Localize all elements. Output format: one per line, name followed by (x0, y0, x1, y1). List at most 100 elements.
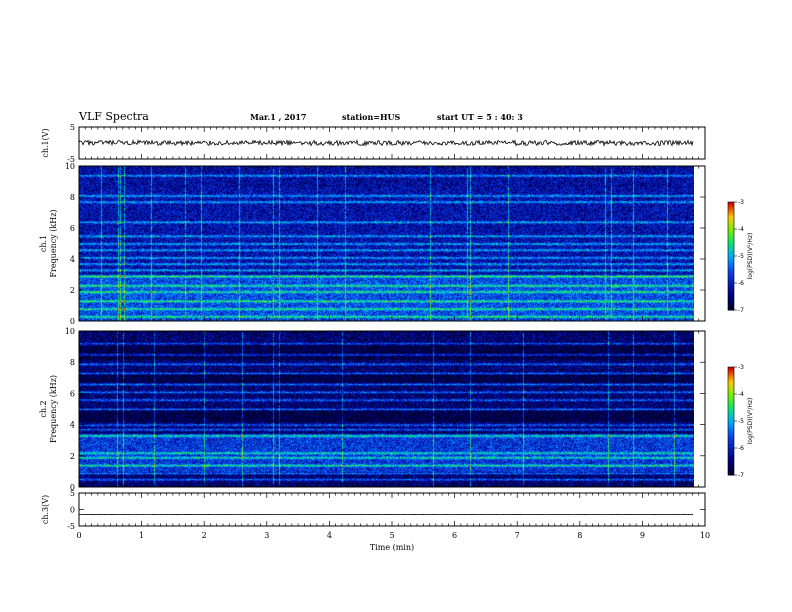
ch1-colorbar-segment (728, 230, 734, 234)
ch1-colorbar-segment (728, 286, 734, 289)
ch2-colorbar-tick-label: -5 (738, 418, 744, 425)
ch2-colorbar-segment (728, 368, 734, 372)
ch2-colorbar-segment (728, 449, 734, 453)
station-label: station=HUS (342, 112, 401, 122)
ch1-colorbar-tick-label: -7 (738, 307, 744, 314)
ch1-spec-y-label-line: ch.1 (39, 235, 48, 252)
ch1-y-label: ch.1(V) (41, 128, 50, 157)
ch1-colorbar-segment (728, 227, 734, 230)
ch2-colorbar-segment (728, 422, 734, 426)
ch1-colorbar-segment (728, 265, 734, 268)
ch1-colorbar-segment (728, 275, 734, 279)
ch1-spec-y-tick-label: 6 (70, 224, 75, 233)
x-tick-label: 8 (577, 531, 582, 540)
ch2-colorbar-segment (728, 419, 734, 422)
ch2-colorbar-segment (728, 444, 734, 447)
ch2-colorbar-segment (728, 397, 734, 400)
ch2-colorbar-tick-label: -3 (738, 364, 744, 371)
ch2-colorbar-segment (728, 406, 734, 409)
ch1-colorbar-segment (728, 220, 734, 223)
ch1-y-tick-label: 5 (70, 123, 75, 132)
ch1-colorbar-segment (728, 301, 734, 304)
ch2-colorbar-segment (728, 379, 734, 382)
ch1-spec-y-tick-label: 10 (65, 162, 75, 171)
ch1-colorbar-segment (728, 243, 734, 246)
ch1-colorbar-segment (728, 304, 734, 307)
ch2-colorbar-segment (728, 377, 734, 381)
x-tick-label: 10 (700, 531, 710, 540)
ch1-colorbar-tick-label: -5 (738, 253, 744, 260)
ch2-colorbar-segment (728, 451, 734, 454)
ch2-colorbar-segment (728, 410, 734, 413)
ch1-colorbar-segment (728, 225, 734, 228)
ch1-colorbar-segment (728, 268, 734, 271)
ch2-colorbar-segment (728, 440, 734, 444)
ch2-spectrogram-image (79, 331, 694, 487)
ch1-colorbar-segment (728, 306, 734, 309)
ch2-colorbar-segment (728, 455, 734, 458)
ch1-colorbar-segment (728, 281, 734, 284)
ch2-colorbar-segment (728, 413, 734, 417)
x-tick-label: 1 (139, 531, 144, 540)
ch3-y-tick-label: 0 (70, 506, 75, 515)
ch2-spec-y-label: ch.2 Frequency (kHz) (39, 375, 58, 443)
ch3-y-label-line: ch.3(V) (41, 495, 50, 524)
ch1-colorbar-segment (728, 252, 734, 255)
plot-title: VLF Spectra (79, 110, 149, 123)
ch2-colorbar-segment (728, 446, 734, 449)
ch2-colorbar-segment (728, 401, 734, 404)
ch1-colorbar-segment (728, 292, 734, 295)
ch2-colorbar-segment (728, 385, 734, 388)
ch2-colorbar-segment (728, 394, 734, 397)
ch2-colorbar-segment (728, 386, 734, 390)
ch2-colorbar-segment (728, 437, 734, 440)
ch2-colorbar-segment (728, 372, 734, 375)
ch2-spec-y-label-line: ch.2 (39, 400, 48, 417)
ch1-y-tick-label: -5 (67, 155, 75, 164)
x-axis-label: Time (min) (370, 543, 414, 552)
ch2-colorbar-segment (728, 439, 734, 442)
ch3-y-tick-label: 5 (70, 489, 75, 498)
ch1-colorbar-segment (728, 263, 734, 266)
ch1-colorbar-segment (728, 202, 734, 205)
ch2-spec-y-tick-label: 2 (70, 452, 75, 461)
ch2-colorbar-segment (728, 430, 734, 433)
ch1-colorbar-segment (728, 290, 734, 293)
ch1-y-label-line: ch.1(V) (41, 128, 50, 157)
ch2-colorbar-segment (728, 460, 734, 463)
ch2-colorbar-segment (728, 381, 734, 384)
ch1-colorbar-segment (728, 209, 734, 212)
ch2-colorbar-segment (728, 374, 734, 377)
ch1-spec-y-tick-label: 4 (70, 255, 75, 264)
ch1-colorbar-segment (728, 277, 734, 280)
ch1-colorbar-segment (728, 308, 734, 311)
x-tick-label: 0 (76, 531, 81, 540)
ch1-spec-y-label-line: Frequency (kHz) (49, 209, 58, 277)
ch1-colorbar-segment (728, 238, 734, 241)
ch2-colorbar-segment (728, 370, 734, 373)
ch1-colorbar-segment (728, 284, 734, 288)
ch2-colorbar-segment (728, 471, 734, 474)
ch2-colorbar-segment (728, 424, 734, 427)
ch1-spec-y-tick-label: 0 (70, 317, 75, 326)
ch1-colorbar-segment (728, 203, 734, 207)
ch1-colorbar-segment (728, 216, 734, 219)
ch2-colorbar-segment (728, 464, 734, 467)
ch2-spec-y-tick-label: 4 (70, 421, 75, 430)
ch1-colorbar-segment (728, 218, 734, 221)
ch2-spec-y-tick-label: 6 (70, 389, 75, 398)
ch1-colorbar-segment (728, 256, 734, 259)
ch2-colorbar-segment (728, 404, 734, 408)
ch2-colorbar-segment (728, 467, 734, 471)
ch1-colorbar-segment (728, 272, 734, 275)
ch1-colorbar-segment (728, 297, 734, 300)
ch1-colorbar-segment (728, 270, 734, 273)
ch2-colorbar-segment (728, 448, 734, 451)
ch1-colorbar-segment (728, 207, 734, 210)
ch2-colorbar-segment (728, 453, 734, 456)
ch2-colorbar-segment (728, 433, 734, 436)
ch1-colorbar-segment (728, 279, 734, 282)
ch1-colorbar-segment (728, 211, 734, 214)
ch2-colorbar-segment (728, 392, 734, 395)
